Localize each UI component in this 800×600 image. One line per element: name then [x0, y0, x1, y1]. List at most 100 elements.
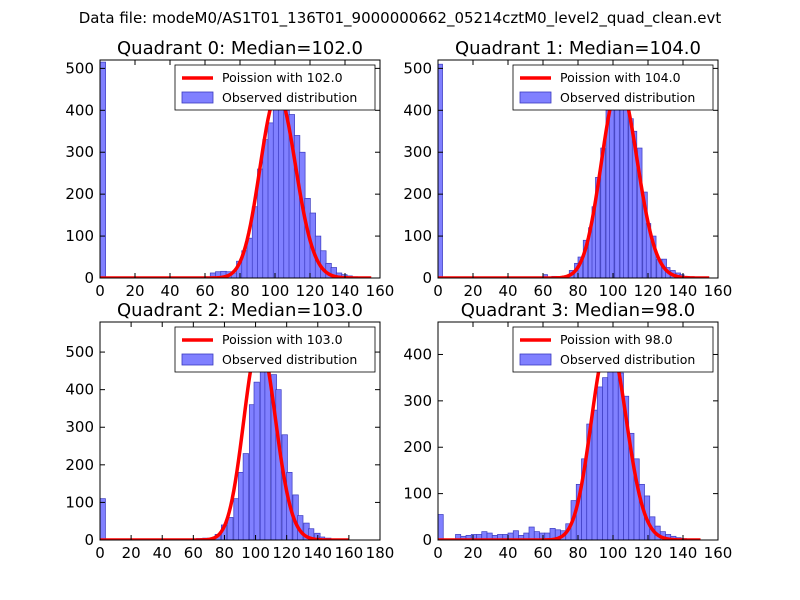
legend-bar-swatch: [519, 91, 552, 104]
poisson-curve: [438, 83, 710, 278]
x-tick-label: 100: [241, 544, 270, 562]
histogram-bar: [100, 498, 106, 540]
y-tick-label: 0: [84, 269, 94, 287]
quadrant-2-plot: 0 20 40 60 80 100 120 140 160 1800100200300400500…: [65, 300, 394, 562]
histogram-bar: [267, 122, 274, 278]
legend-bar-swatch: [181, 353, 214, 366]
y-tick-label: 500: [403, 59, 432, 77]
legend-label-bars: Observed distribution: [222, 90, 357, 105]
y-tick-label: 100: [403, 227, 432, 245]
histogram-bar: [278, 93, 285, 278]
legend-label-curve: Poission with 104.0: [560, 70, 681, 85]
histogram-bar: [438, 514, 444, 540]
y-tick-label: 200: [65, 456, 94, 474]
y-tick-label: 100: [65, 493, 94, 511]
histogram-bar: [614, 84, 620, 278]
histogram-bar: [607, 344, 614, 540]
poisson-curve: [100, 339, 349, 540]
x-tick-label: 100: [599, 282, 628, 300]
y-tick-label: 0: [84, 531, 94, 549]
x-tick-label: 140: [331, 282, 360, 300]
histogram-bar: [637, 147, 643, 278]
legend-label-bars: Observed distribution: [560, 90, 695, 105]
histogram-bar: [631, 130, 638, 278]
x-tick-label: 40: [498, 282, 517, 300]
x-tick-label: 20: [463, 282, 482, 300]
x-tick-label: 160: [704, 544, 733, 562]
histogram-bar: [283, 109, 290, 278]
legend: Poission with 102.0 Observed distribution: [174, 64, 376, 111]
legend: Poission with 103.0 Observed distribution: [174, 326, 376, 373]
x-tick-label: 120: [296, 282, 325, 300]
x-tick-label: 60: [184, 544, 203, 562]
x-tick-label: 60: [533, 282, 552, 300]
poisson-curve: [438, 338, 701, 540]
legend-label-curve: Poission with 103.0: [222, 332, 343, 347]
x-tick-label: 140: [669, 544, 698, 562]
histogram-bar: [602, 377, 609, 540]
histogram-bar: [591, 409, 598, 540]
x-tick-label: 80: [215, 544, 234, 562]
histogram-bar: [623, 93, 629, 278]
histogram-bar: [438, 63, 443, 278]
y-tick-label: 0: [422, 269, 432, 287]
poisson-curve: [100, 91, 372, 278]
x-tick-label: 160: [335, 544, 364, 562]
histogram-bar: [100, 61, 106, 278]
x-tick-label: 80: [230, 282, 249, 300]
x-tick-label: 0: [95, 282, 105, 300]
x-tick-label: 100: [599, 544, 628, 562]
y-tick-label: 500: [65, 59, 94, 77]
histogram-bar: [262, 139, 269, 278]
y-tick-label: 500: [65, 343, 94, 361]
x-tick-label: 80: [568, 544, 587, 562]
histogram-bar: [264, 362, 271, 540]
histogram-bar: [528, 526, 535, 540]
x-tick-label: 120: [634, 282, 663, 300]
x-tick-label: 0: [95, 544, 105, 562]
histogram-bar: [253, 381, 260, 540]
legend-label-curve: Poission with 98.0: [560, 332, 673, 347]
x-tick-label: 40: [160, 282, 179, 300]
figure-title: Data file: modeM0/AS1T01_136T01_90000006…: [79, 9, 722, 28]
histogram-bar: [227, 517, 234, 540]
y-tick-label: 200: [403, 185, 432, 203]
histogram-bar: [609, 93, 615, 278]
x-tick-label: 80: [568, 282, 587, 300]
y-tick-label: 200: [403, 438, 432, 456]
x-tick-label: 20: [463, 544, 482, 562]
x-tick-label: 60: [533, 544, 552, 562]
histogram-bar: [272, 101, 280, 278]
histogram-bars: [100, 61, 358, 278]
legend-label-curve: Poission with 102.0: [222, 70, 343, 85]
legend-label-bars: Observed distribution: [560, 352, 695, 367]
plot-title: Quadrant 1: Median=104.0: [455, 38, 701, 59]
y-tick-label: 300: [403, 392, 432, 410]
x-tick-label: 40: [153, 544, 172, 562]
x-tick-label: 120: [272, 544, 301, 562]
histogram-bar: [596, 386, 603, 540]
y-tick-label: 400: [403, 101, 432, 119]
x-tick-label: 160: [366, 282, 395, 300]
plot-frame: [99, 321, 381, 541]
legend-label-bars: Observed distribution: [222, 352, 357, 367]
y-tick-label: 100: [65, 227, 94, 245]
legend-bar-swatch: [519, 353, 552, 366]
x-tick-label: 140: [669, 282, 698, 300]
y-tick-label: 300: [65, 418, 94, 436]
x-tick-label: 160: [704, 282, 733, 300]
histogram-bar: [242, 453, 249, 540]
x-tick-label: 20: [122, 544, 141, 562]
legend: Poission with 98.0 Observed distribution: [512, 326, 714, 373]
quadrant-3-plot: 0 20 40 60 80 100 120 140 160 0 100 200 300 400 Quadra…: [403, 300, 732, 562]
legend: Poission with 104.0 Observed distribution: [512, 64, 714, 111]
x-tick-label: 0: [433, 282, 443, 300]
x-tick-label: 0: [433, 544, 443, 562]
x-tick-label: 40: [498, 544, 517, 562]
x-tick-label: 100: [261, 282, 290, 300]
x-tick-label: 120: [634, 544, 663, 562]
legend-bar-swatch: [181, 91, 214, 104]
plot-title: Quadrant 2: Median=103.0: [117, 300, 363, 321]
y-tick-label: 0: [422, 531, 432, 549]
